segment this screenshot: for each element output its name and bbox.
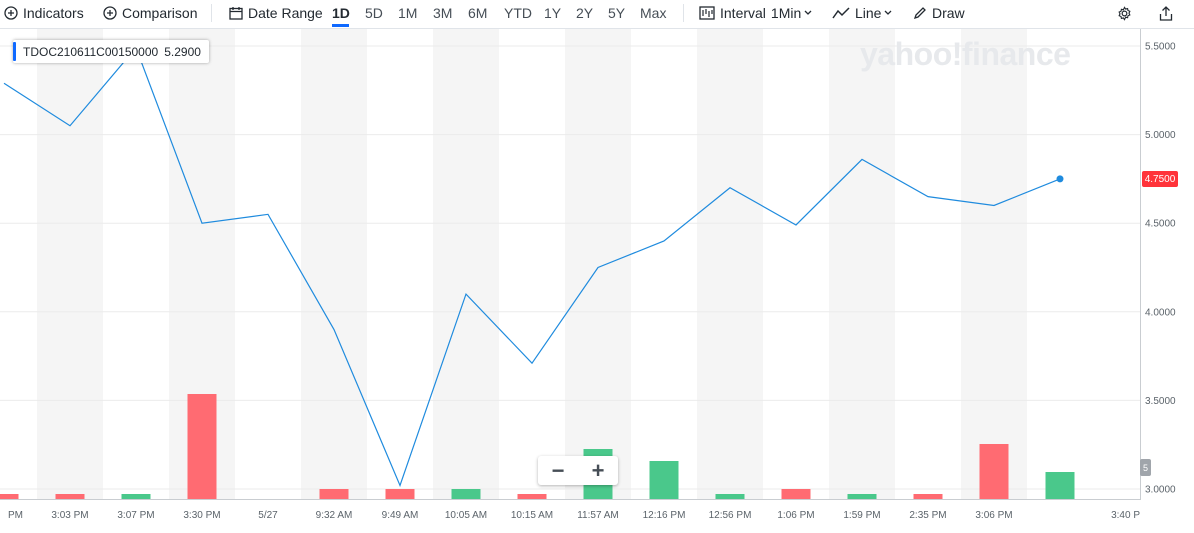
interval-value: 1Min	[770, 5, 802, 21]
volume-bar	[55, 494, 85, 499]
zoom-out-button[interactable]: −	[551, 457, 565, 483]
range-max-button[interactable]: Max	[640, 5, 667, 21]
volume-bar	[1045, 472, 1075, 499]
x-tick-label: 1:59 PM	[843, 510, 880, 521]
x-tick-label: 2:35 PM	[909, 510, 946, 521]
chart-toolbar: Indicators Comparison Date Range 1D 5D 1…	[0, 0, 1194, 28]
x-tick-label: 3:03 PM	[51, 510, 88, 521]
x-tick-label: 12:16 PM	[643, 510, 686, 521]
range-1y-button[interactable]: 1Y	[544, 5, 562, 21]
x-tick-label: PM	[8, 510, 23, 521]
plus-circle-icon	[4, 6, 18, 20]
volume-bar	[187, 394, 217, 499]
y-tick-label: 4.5000	[1145, 219, 1176, 230]
background-band	[961, 29, 1027, 500]
volume-bar	[715, 494, 745, 499]
background-band	[829, 29, 895, 500]
draw-label: Draw	[932, 5, 965, 21]
volume-bar	[847, 494, 877, 499]
line-chart-icon	[832, 7, 850, 19]
x-tick-label: 1:06 PM	[777, 510, 814, 521]
candle-interval-icon	[699, 6, 715, 20]
toolbar-divider	[683, 4, 684, 22]
current-price-tag: 4.7500	[1142, 171, 1178, 187]
x-tick-label: 5/27	[258, 510, 278, 521]
y-tick-label: 5.5000	[1145, 42, 1176, 53]
range-5y-button[interactable]: 5Y	[608, 5, 626, 21]
volume-bar	[913, 494, 943, 499]
chart-type-selector[interactable]: Line	[832, 4, 892, 22]
draw-button[interactable]: Draw	[913, 4, 965, 22]
range-ytd-button[interactable]: YTD	[504, 5, 532, 21]
toolbar-border	[0, 28, 1194, 29]
series-color-marker	[13, 42, 16, 61]
volume-bar	[0, 494, 19, 499]
y-tick-label: 5.0000	[1145, 130, 1176, 141]
background-band	[697, 29, 763, 500]
volume-bar	[319, 489, 349, 499]
background-band	[301, 29, 367, 500]
background-band	[565, 29, 631, 500]
plus-circle-icon	[103, 6, 117, 20]
y-tick-label: 3.0000	[1145, 485, 1176, 496]
series-legend[interactable]: TDOC210611C00150000 5.2900	[13, 40, 209, 63]
date-range-label: Date Range	[248, 5, 323, 21]
range-6m-button[interactable]: 6M	[468, 5, 488, 21]
gear-icon	[1118, 5, 1131, 21]
zoom-controls: − +	[538, 456, 618, 485]
comparison-button[interactable]: Comparison	[103, 4, 197, 22]
volume-tag: 5	[1140, 459, 1151, 476]
range-1m-button[interactable]: 1M	[398, 5, 418, 21]
price-chart[interactable]: 5.5000 5.0000 4.5000 4.0000 3.5000 3.0000 PM 3:…	[0, 29, 1194, 533]
volume-bar	[451, 489, 481, 499]
x-tick-label: 3:07 PM	[117, 510, 154, 521]
volume-bar	[979, 444, 1009, 499]
x-tick-label: 10:05 AM	[445, 510, 487, 521]
x-tick-label: 9:32 AM	[316, 510, 353, 521]
settings-button[interactable]	[1117, 4, 1132, 22]
share-button[interactable]	[1159, 4, 1173, 22]
x-tick-label: 11:57 AM	[577, 510, 619, 521]
toolbar-divider	[211, 4, 212, 22]
x-tick-label: 9:49 AM	[382, 510, 419, 521]
last-price-marker	[1056, 175, 1064, 183]
y-tick-label: 4.0000	[1145, 307, 1176, 318]
volume-bar	[649, 461, 679, 499]
comparison-label: Comparison	[122, 5, 198, 21]
yahoo-finance-watermark: yahoo!finance	[860, 36, 1071, 72]
volume-bar	[385, 489, 415, 499]
x-tick-label: 3:40 P	[1111, 510, 1140, 521]
interval-selector[interactable]: Interval 1Min	[699, 4, 812, 22]
indicators-label: Indicators	[23, 5, 84, 21]
x-tick-label: 12:56 PM	[709, 510, 752, 521]
price-line	[3, 46, 1061, 488]
calendar-icon	[229, 7, 243, 20]
range-2y-button[interactable]: 2Y	[576, 5, 594, 21]
range-3m-button[interactable]: 3M	[433, 5, 453, 21]
volume-bar	[781, 489, 811, 499]
interval-label: Interval	[720, 5, 766, 21]
zoom-in-button[interactable]: +	[591, 457, 605, 483]
background-band	[37, 29, 103, 500]
chevron-down-icon	[804, 10, 812, 15]
x-tick-label: 10:15 AM	[511, 510, 553, 521]
share-icon	[1159, 5, 1173, 21]
chevron-down-icon	[885, 10, 892, 15]
series-value: 5.2900	[164, 44, 201, 59]
y-tick-label: 3.5000	[1145, 396, 1176, 407]
volume-bar	[121, 494, 151, 499]
indicators-button[interactable]: Indicators	[4, 4, 84, 22]
background-band	[433, 29, 499, 500]
series-symbol: TDOC210611C00150000	[23, 44, 159, 59]
active-range-indicator	[332, 24, 349, 27]
x-tick-label: 3:06 PM	[975, 510, 1012, 521]
date-range-button[interactable]: Date Range	[229, 4, 323, 22]
range-1d-button[interactable]: 1D	[332, 5, 350, 21]
x-tick-label: 3:30 PM	[183, 510, 220, 521]
range-5d-button[interactable]: 5D	[365, 5, 383, 21]
chart-type-label: Line	[855, 5, 882, 21]
pencil-icon	[913, 7, 926, 20]
volume-bar	[517, 494, 547, 499]
